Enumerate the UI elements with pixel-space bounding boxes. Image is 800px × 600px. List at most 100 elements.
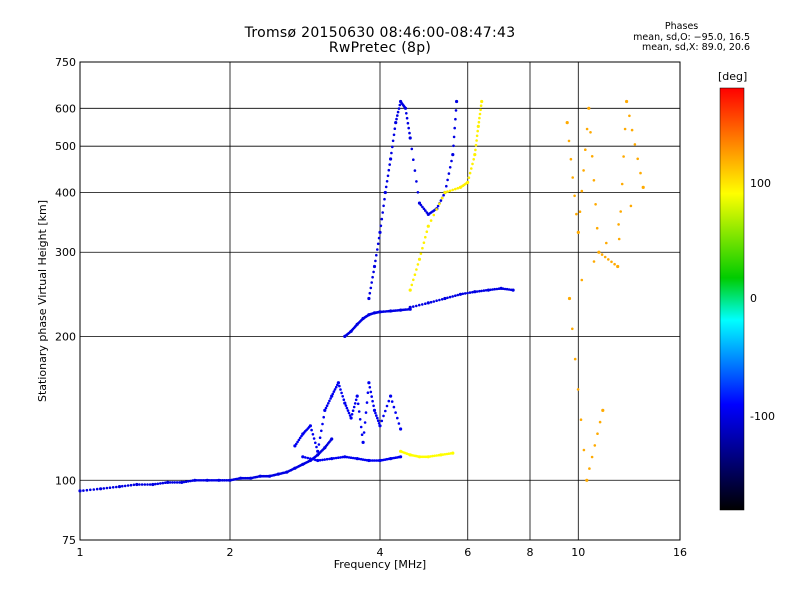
data-point [388,163,392,166]
data-point [341,395,345,398]
data-point [442,193,445,197]
data-point [193,478,197,482]
data-point [489,288,492,292]
data-point [354,398,358,402]
phase-statistics-o: mean, sd,O: −95.0, 16.5 [633,31,750,43]
data-point [301,455,305,459]
data-point [587,106,591,110]
data-point [448,166,452,169]
data-point [367,296,371,301]
data-point [448,295,452,299]
data-point [314,458,317,462]
data-point [435,208,438,211]
data-point [408,305,412,309]
data-point [314,441,317,445]
data-point [339,456,342,459]
data-point [422,207,426,211]
x-axis-label: Frequency [MHz] [334,558,426,571]
data-point [369,459,373,462]
data-point [478,112,482,116]
data-point [108,486,112,490]
data-point [359,425,363,429]
data-point [592,260,596,263]
data-point [115,485,118,489]
y-tick-label: 750 [55,56,76,69]
data-point [329,397,332,400]
data-point [419,252,423,255]
data-point [205,478,209,482]
data-point [567,139,571,143]
data-point [374,259,377,263]
data-point [433,454,436,458]
data-point [310,428,313,432]
phase-statistics: Phases mean, sd,O: −95.0, 16.5 mean, sd,… [633,21,750,54]
data-point [579,418,583,422]
data-point [607,258,610,261]
data-point [408,288,412,292]
data-point [351,456,355,460]
data-point [393,127,397,130]
data-point [396,114,399,117]
data-point [410,147,414,151]
data-point [447,172,451,175]
data-point [361,458,365,461]
data-point [92,488,96,491]
y-tick-label: 400 [55,186,76,199]
data-point [446,190,449,193]
data-point [342,398,346,402]
data-point [452,144,455,148]
data-point [351,409,355,413]
data-point [592,179,596,182]
data-point [468,171,472,175]
data-point [445,184,448,188]
colorbar-tick-0: 0 [750,292,757,305]
data-point [398,103,402,107]
data-point [178,481,181,484]
x-tick-label: 2 [227,546,234,559]
data-point [422,241,426,244]
data-point [331,392,335,396]
data-point [424,235,427,239]
data-point [339,388,342,391]
x-tick-label: 16 [673,546,687,559]
data-point [443,190,447,195]
y-axis-label: Stationary phase Virtual Height [km] [36,200,49,402]
data-point [85,488,89,492]
data-point [223,479,226,482]
data-point [311,457,315,461]
data-point [321,422,324,426]
data-point [362,431,366,434]
data-point [617,223,620,226]
data-point [491,288,494,291]
data-point [412,158,415,161]
data-point [585,127,589,131]
data-point [620,182,624,186]
data-point [327,402,330,405]
data-point [630,128,634,132]
data-point [486,288,490,292]
data-point [156,482,160,486]
data-point [435,454,439,457]
data-point [199,479,203,482]
data-point [455,99,459,104]
data-point [309,457,312,460]
data-point [386,174,390,178]
data-point [406,121,410,125]
data-point [154,482,157,486]
data-point [636,157,639,161]
data-point [385,180,389,183]
data-point [148,483,152,486]
data-point [395,117,398,121]
data-point [315,445,318,449]
data-point [394,411,397,414]
data-point [392,133,396,137]
data-point [476,129,480,133]
data-point [396,110,400,114]
data-point [416,191,420,194]
data-point [370,281,374,284]
data-point [353,402,357,405]
colorbar-tick-neg100: -100 [750,410,775,423]
data-point [605,241,608,245]
data-point [503,287,507,291]
data-point [610,260,613,264]
